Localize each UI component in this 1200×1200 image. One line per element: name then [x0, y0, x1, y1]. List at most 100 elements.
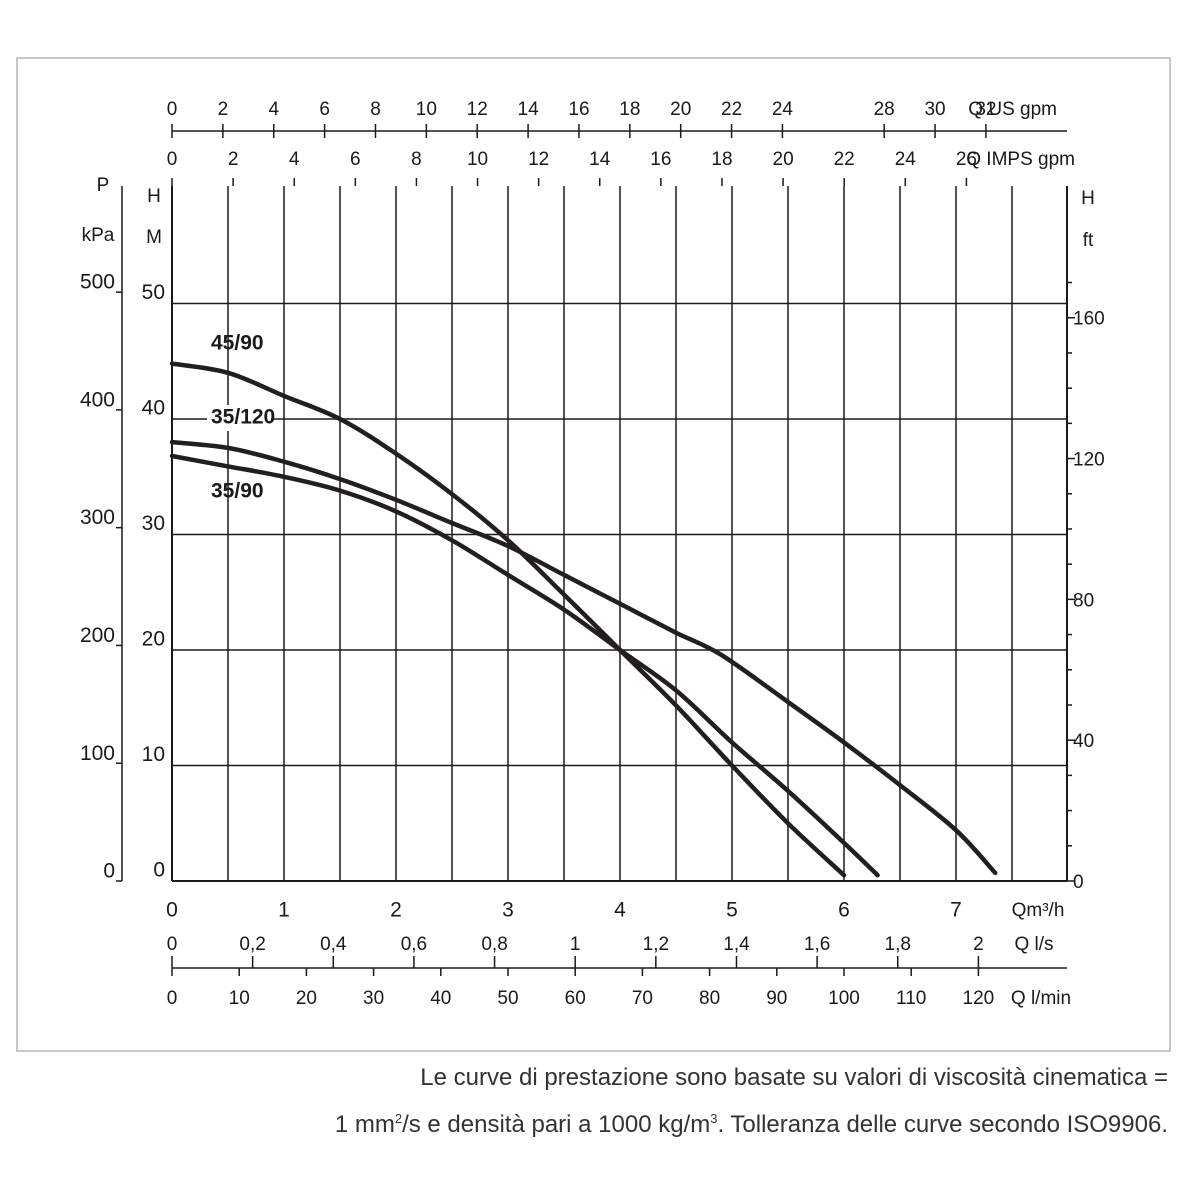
caption-superscript-3: 3: [710, 1111, 718, 1126]
us-gpm-tick-label: 0: [167, 99, 178, 120]
q-ls-tick-label: 2: [973, 934, 984, 955]
q-m3h-tick-label: 2: [390, 899, 402, 922]
us-gpm-tick-label: 2: [218, 99, 229, 120]
us-gpm-tick-label: 20: [670, 99, 691, 120]
us-gpm-tick-label: 16: [568, 99, 589, 120]
q-lmin-tick-label: 40: [430, 988, 451, 1009]
q-ls-tick-label: 1,4: [723, 934, 750, 955]
q-ls-tick-label: 0,4: [320, 934, 347, 955]
q-ls-tick-label: 1,8: [885, 934, 911, 955]
curve-45-90: [169, 361, 847, 878]
h-feet-axis-unit: ft: [1083, 230, 1094, 251]
h-meter-axis-unit: M: [146, 227, 162, 248]
q-ls-tick-label: 0: [167, 934, 178, 955]
q-m3h-tick-label: 6: [838, 899, 850, 922]
imps-gpm-tick-label: 0: [167, 149, 178, 170]
series-label: 35/120: [211, 406, 275, 429]
q-lmin-axis-label: Q l/min: [1011, 988, 1071, 1009]
imps-gpm-tick-label: 26: [956, 149, 977, 170]
us-gpm-axis-label: Q US gpm: [968, 99, 1057, 120]
q-ls-tick-label: 0,8: [481, 934, 507, 955]
q-lmin-tick-label: 90: [766, 988, 787, 1009]
q-lmin-tick-label: 110: [896, 988, 926, 1009]
q-lmin-tick-label: 50: [497, 988, 518, 1009]
us-gpm-tick-label: 8: [370, 99, 381, 120]
us-gpm-tick-label: 6: [319, 99, 330, 120]
imps-gpm-axis-label: Q IMPS gpm: [966, 149, 1075, 170]
us-gpm-tick-label: 4: [268, 99, 279, 120]
q-ls-axis-label: Q l/s: [1014, 934, 1053, 955]
q-lmin-tick-label: 60: [565, 988, 586, 1009]
imps-gpm-tick-label: 8: [411, 149, 422, 170]
q-ls-tick-label: 1: [570, 934, 581, 955]
q-m3h-tick-label: 0: [166, 899, 178, 922]
caption-line-1: Le curve di prestazione sono basate su v…: [420, 1064, 1168, 1091]
chart-frame: [16, 57, 1171, 1052]
h-meter-axis-title: H: [147, 186, 161, 207]
q-m3h-tick-label: 4: [614, 899, 626, 922]
caption-line-2: 1 mm2/s e densità pari a 1000 kg/m3. Tol…: [335, 1111, 1168, 1139]
us-gpm-tick-label: 30: [924, 99, 945, 120]
caption-line-2-middle: /s e densità pari a 1000 kg/m: [402, 1111, 711, 1138]
kpa-tick-label: 500: [80, 271, 115, 294]
q-m3h-axis-label: Qm³/h: [1012, 900, 1065, 921]
h-meter-tick-label: 50: [142, 281, 165, 304]
q-m3h-tick-label: 3: [502, 899, 514, 922]
q-lmin-tick-label: 80: [699, 988, 720, 1009]
q-m3h-tick-label: 5: [726, 899, 738, 922]
caption-superscript-2: 2: [394, 1111, 403, 1126]
ft-tick-label: 160: [1073, 309, 1105, 330]
us-gpm-tick-label: 18: [619, 99, 640, 120]
q-lmin-tick-label: 120: [963, 988, 995, 1009]
q-lmin-tick-label: 100: [828, 988, 860, 1009]
us-gpm-tick-label: 24: [772, 99, 794, 120]
us-gpm-tick-label: 32: [975, 99, 996, 120]
us-gpm-tick-label: 14: [518, 99, 540, 120]
q-lmin-tick-label: 20: [296, 988, 317, 1009]
imps-gpm-tick-label: 14: [589, 149, 611, 170]
h-meter-tick-label: 20: [142, 628, 165, 651]
q-lmin-tick-label: 10: [229, 988, 250, 1009]
caption-line-2-start: 1 mm: [334, 1111, 395, 1138]
h-meter-tick-label: 10: [142, 743, 165, 766]
imps-gpm-tick-label: 18: [711, 149, 732, 170]
imps-gpm-tick-label: 20: [773, 149, 794, 170]
q-lmin-tick-label: 30: [363, 988, 384, 1009]
grid: [172, 186, 1067, 881]
series-label: 35/90: [211, 480, 264, 503]
curve-35-120: [169, 439, 998, 876]
ft-tick-label: 120: [1073, 450, 1105, 471]
h-meter-tick-label: 30: [142, 512, 165, 535]
kpa-tick-label: 100: [80, 742, 115, 765]
q-ls-tick-label: 0,2: [239, 934, 265, 955]
kpa-axis-title: P: [97, 175, 110, 196]
ft-tick-label: 0: [1073, 872, 1084, 893]
imps-gpm-tick-label: 12: [528, 149, 549, 170]
q-ls-tick-label: 1,6: [804, 934, 830, 955]
series-label-background: [207, 405, 271, 431]
q-m3h-tick-label: 7: [950, 899, 962, 922]
q-ls-tick-label: 1,2: [643, 934, 669, 955]
imps-gpm-tick-label: 22: [834, 149, 855, 170]
kpa-tick-label: 300: [80, 506, 115, 529]
imps-gpm-tick-label: 2: [228, 149, 239, 170]
h-feet-axis-title: H: [1081, 188, 1095, 209]
ft-tick-label: 40: [1073, 731, 1094, 752]
imps-gpm-tick-label: 10: [467, 149, 488, 170]
ft-tick-label: 80: [1073, 590, 1094, 611]
imps-gpm-tick-label: 4: [289, 149, 300, 170]
imps-gpm-tick-label: 6: [350, 149, 361, 170]
us-gpm-tick-label: 22: [721, 99, 742, 120]
h-meter-tick-label: 40: [142, 397, 165, 420]
kpa-tick-label: 0: [103, 860, 115, 883]
us-gpm-tick-label: 12: [467, 99, 488, 120]
h-meter-tick-label: 0: [153, 859, 165, 882]
curves: 45/90 35/120 35/90: [169, 332, 998, 878]
q-m3h-tick-label: 1: [278, 899, 290, 922]
q-ls-tick-label: 0,6: [401, 934, 427, 955]
imps-gpm-tick-label: 16: [650, 149, 671, 170]
imps-gpm-tick-label: 24: [895, 149, 917, 170]
q-lmin-tick-label: 0: [167, 988, 178, 1009]
